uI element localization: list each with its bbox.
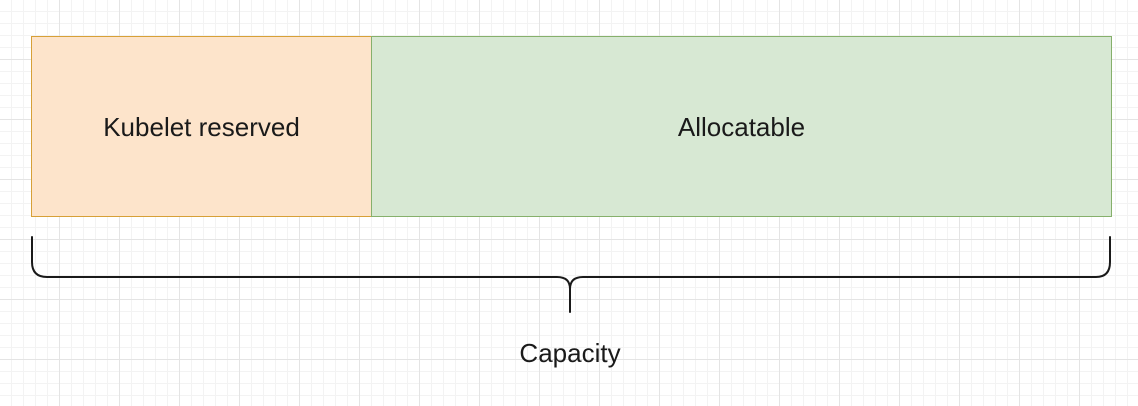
capacity-label: Capacity bbox=[519, 338, 621, 368]
kubelet-reserved-box: Kubelet reserved bbox=[31, 36, 372, 217]
allocatable-label: Allocatable bbox=[677, 112, 806, 142]
allocatable-box: Allocatable bbox=[371, 36, 1112, 217]
kubelet-reserved-label: Kubelet reserved bbox=[103, 112, 300, 142]
brace-path bbox=[31, 236, 1111, 313]
